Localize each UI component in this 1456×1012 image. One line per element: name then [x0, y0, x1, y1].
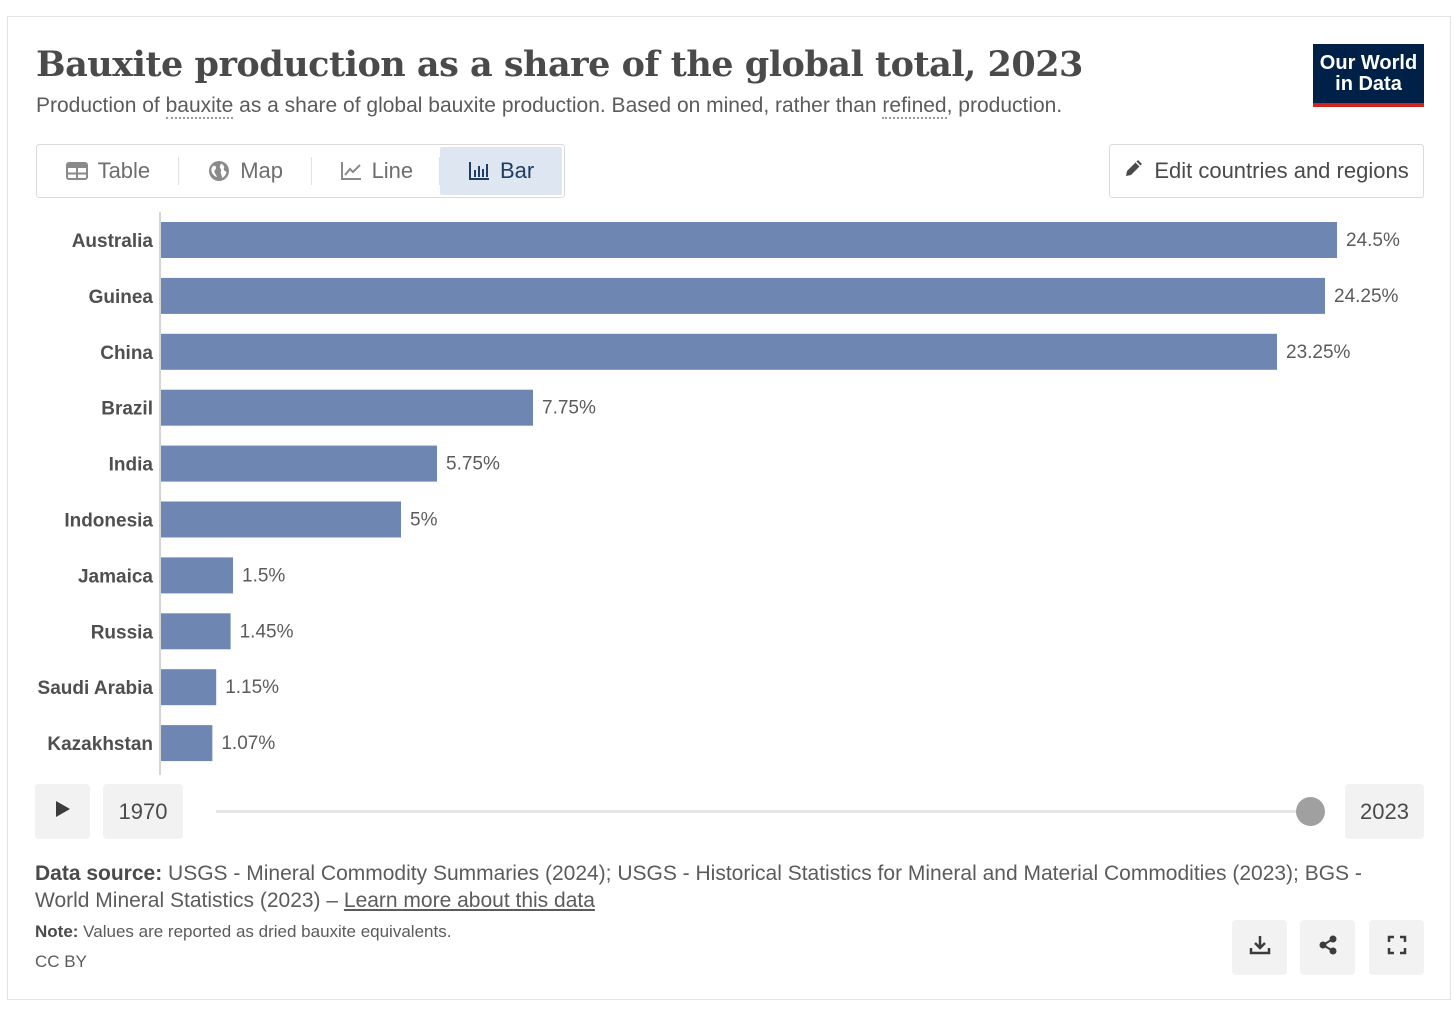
chart-frame: [7, 16, 1451, 1000]
play-icon: [55, 800, 71, 823]
data-source: Data source: USGS - Mineral Commodity Su…: [35, 860, 1385, 914]
bar[interactable]: [161, 557, 233, 594]
bar[interactable]: [161, 333, 1277, 370]
category-label: India: [109, 455, 154, 476]
subtitle-text-middle: as a share of global bauxite production.…: [233, 94, 883, 117]
chart-type-tabs: Table Map Line Bar: [36, 144, 565, 198]
data-source-text: USGS - Mineral Commodity Summaries (2024…: [35, 862, 1362, 912]
tab-bar-label: Bar: [499, 158, 535, 183]
bar[interactable]: [161, 389, 533, 426]
category-label: Saudi Arabia: [38, 678, 154, 699]
tab-table[interactable]: Table: [37, 145, 179, 197]
edit-countries-button[interactable]: Edit countries and regions: [1109, 144, 1424, 198]
chart-note: Note: Values are reported as dried bauxi…: [35, 922, 451, 942]
logo-line-2: in Data: [1335, 73, 1402, 95]
value-label: 24.25%: [1334, 286, 1399, 307]
bar[interactable]: [161, 501, 401, 538]
bar[interactable]: [161, 669, 217, 706]
value-label: 1.45%: [240, 621, 294, 642]
bar-chart-icon: [468, 161, 490, 181]
fullscreen-icon: [1387, 935, 1407, 960]
table-icon: [65, 162, 88, 180]
value-label: 23.25%: [1286, 342, 1351, 363]
category-label: Guinea: [89, 287, 154, 308]
bar[interactable]: [161, 725, 213, 762]
share-icon: [1317, 934, 1339, 961]
value-label: 5.75%: [446, 454, 500, 475]
globe-icon: [208, 160, 230, 182]
refined-definition-link[interactable]: refined: [882, 94, 947, 119]
category-label: Indonesia: [64, 511, 153, 532]
chart-title: Bauxite production as a share of the glo…: [36, 44, 1083, 85]
tab-bar[interactable]: Bar: [440, 147, 562, 195]
download-icon: [1249, 934, 1271, 961]
category-label: Australia: [72, 231, 154, 252]
start-year-box[interactable]: 1970: [103, 784, 183, 839]
category-label: Kazakhstan: [47, 734, 153, 755]
chart-subtitle: Production of bauxite as a share of glob…: [36, 94, 1063, 119]
value-label: 7.75%: [542, 398, 596, 419]
end-year-box[interactable]: 2023: [1345, 784, 1424, 839]
value-label: 24.5%: [1346, 230, 1400, 251]
note-text: Values are reported as dried bauxite equ…: [78, 922, 452, 941]
subtitle-text-start: Production of: [36, 94, 166, 117]
tab-map-label: Map: [240, 158, 283, 183]
bar[interactable]: [161, 222, 1337, 258]
logo-line-1: Our World: [1319, 52, 1418, 74]
timeline-track[interactable]: [216, 810, 1311, 813]
value-label: 1.15%: [225, 677, 279, 698]
subtitle-text-end: , production.: [946, 94, 1063, 117]
pencil-icon: [1124, 158, 1144, 184]
share-button[interactable]: [1300, 920, 1355, 975]
tab-line[interactable]: Line: [312, 145, 440, 197]
value-label: 1.5%: [242, 565, 285, 586]
category-label: China: [100, 343, 153, 364]
timeline-handle[interactable]: [1296, 797, 1325, 826]
category-label: Jamaica: [78, 566, 153, 587]
value-label: 1.07%: [221, 733, 275, 754]
bar[interactable]: [161, 445, 437, 482]
download-button[interactable]: [1232, 920, 1287, 975]
edit-countries-label: Edit countries and regions: [1154, 158, 1409, 183]
fullscreen-button[interactable]: [1369, 920, 1424, 975]
tab-map[interactable]: Map: [179, 145, 313, 197]
line-chart-icon: [340, 161, 362, 181]
play-button[interactable]: [35, 784, 90, 839]
tab-line-label: Line: [371, 158, 414, 183]
value-label: 5%: [410, 510, 438, 531]
tab-table-label: Table: [97, 158, 151, 183]
license-text: CC BY: [35, 952, 87, 971]
category-label: Russia: [91, 622, 154, 643]
note-label: Note:: [35, 922, 79, 941]
bar-chart: Australia 24.5% Guinea 24.25% China 23.25% Bra…: [38, 212, 1400, 775]
category-label: Brazil: [101, 399, 153, 420]
bauxite-definition-link[interactable]: bauxite: [165, 94, 234, 119]
bar[interactable]: [161, 613, 231, 650]
bar[interactable]: [161, 277, 1325, 314]
learn-more-link[interactable]: Learn more about this data: [343, 889, 595, 912]
owid-logo[interactable]: Our World in Data: [1313, 44, 1424, 107]
data-source-label: Data source:: [35, 862, 163, 885]
